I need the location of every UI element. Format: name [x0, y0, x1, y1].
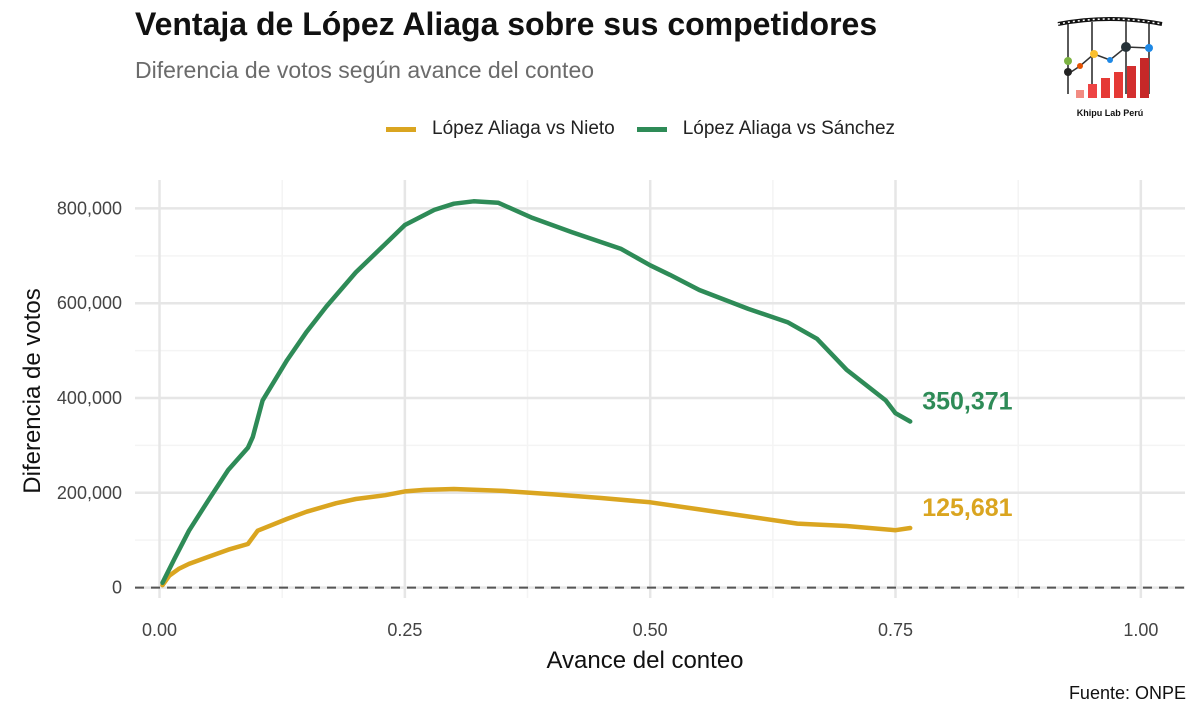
- axis-ticks: 0.00 0.25 0.50 0.75 1.00 0 200,000 400,000 600,0…: [57, 198, 1158, 640]
- end-label-1: 350,371: [922, 388, 1012, 416]
- legend-label-sanchez: López Aliaga vs Sánchez: [682, 118, 896, 139]
- legend-item-sanchez: López Aliaga vs Sánchez: [636, 118, 896, 140]
- y-tick-label: 800,000: [57, 198, 122, 218]
- source-note: Fuente: ONPE: [1068, 683, 1186, 703]
- x-tick-label: 1.00: [1123, 620, 1158, 640]
- end-label-0: 125,681: [922, 494, 1012, 522]
- khipu-lab-logo-icon: [1057, 17, 1163, 98]
- y-axis-title: Diferencia de votos: [19, 288, 46, 493]
- x-tick-label: 0.25: [387, 620, 422, 640]
- y-tick-label: 200,000: [57, 483, 122, 503]
- y-tick-label: 0: [112, 578, 122, 598]
- series-line-1: [160, 199, 913, 586]
- chart-subtitle: Diferencia de votos según avance del con…: [135, 57, 595, 83]
- logo-text: Khipu Lab Perú: [1076, 108, 1144, 118]
- x-axis-title: Avance del conteo: [546, 647, 743, 674]
- end-labels: 125,681 350,371: [922, 388, 1012, 522]
- chart-title: Ventaja de López Aliaga sobre sus compet…: [135, 6, 878, 42]
- legend-swatch-nieto: [386, 126, 416, 132]
- x-tick-label: 0.75: [878, 620, 913, 640]
- legend-item-nieto: López Aliaga vs Nieto: [386, 118, 615, 140]
- legend: López Aliaga vs Nieto López Aliaga vs Sá…: [386, 118, 917, 140]
- legend-swatch-sanchez: [636, 126, 667, 132]
- y-tick-label: 600,000: [57, 293, 122, 313]
- legend-label-nieto: López Aliaga vs Nieto: [432, 118, 615, 139]
- x-tick-label: 0.00: [142, 620, 177, 640]
- grid-lines: [135, 180, 1185, 598]
- x-tick-label: 0.50: [633, 620, 668, 640]
- series-line-0: [160, 486, 913, 588]
- series-lines: [160, 199, 913, 588]
- y-tick-label: 400,000: [57, 388, 122, 408]
